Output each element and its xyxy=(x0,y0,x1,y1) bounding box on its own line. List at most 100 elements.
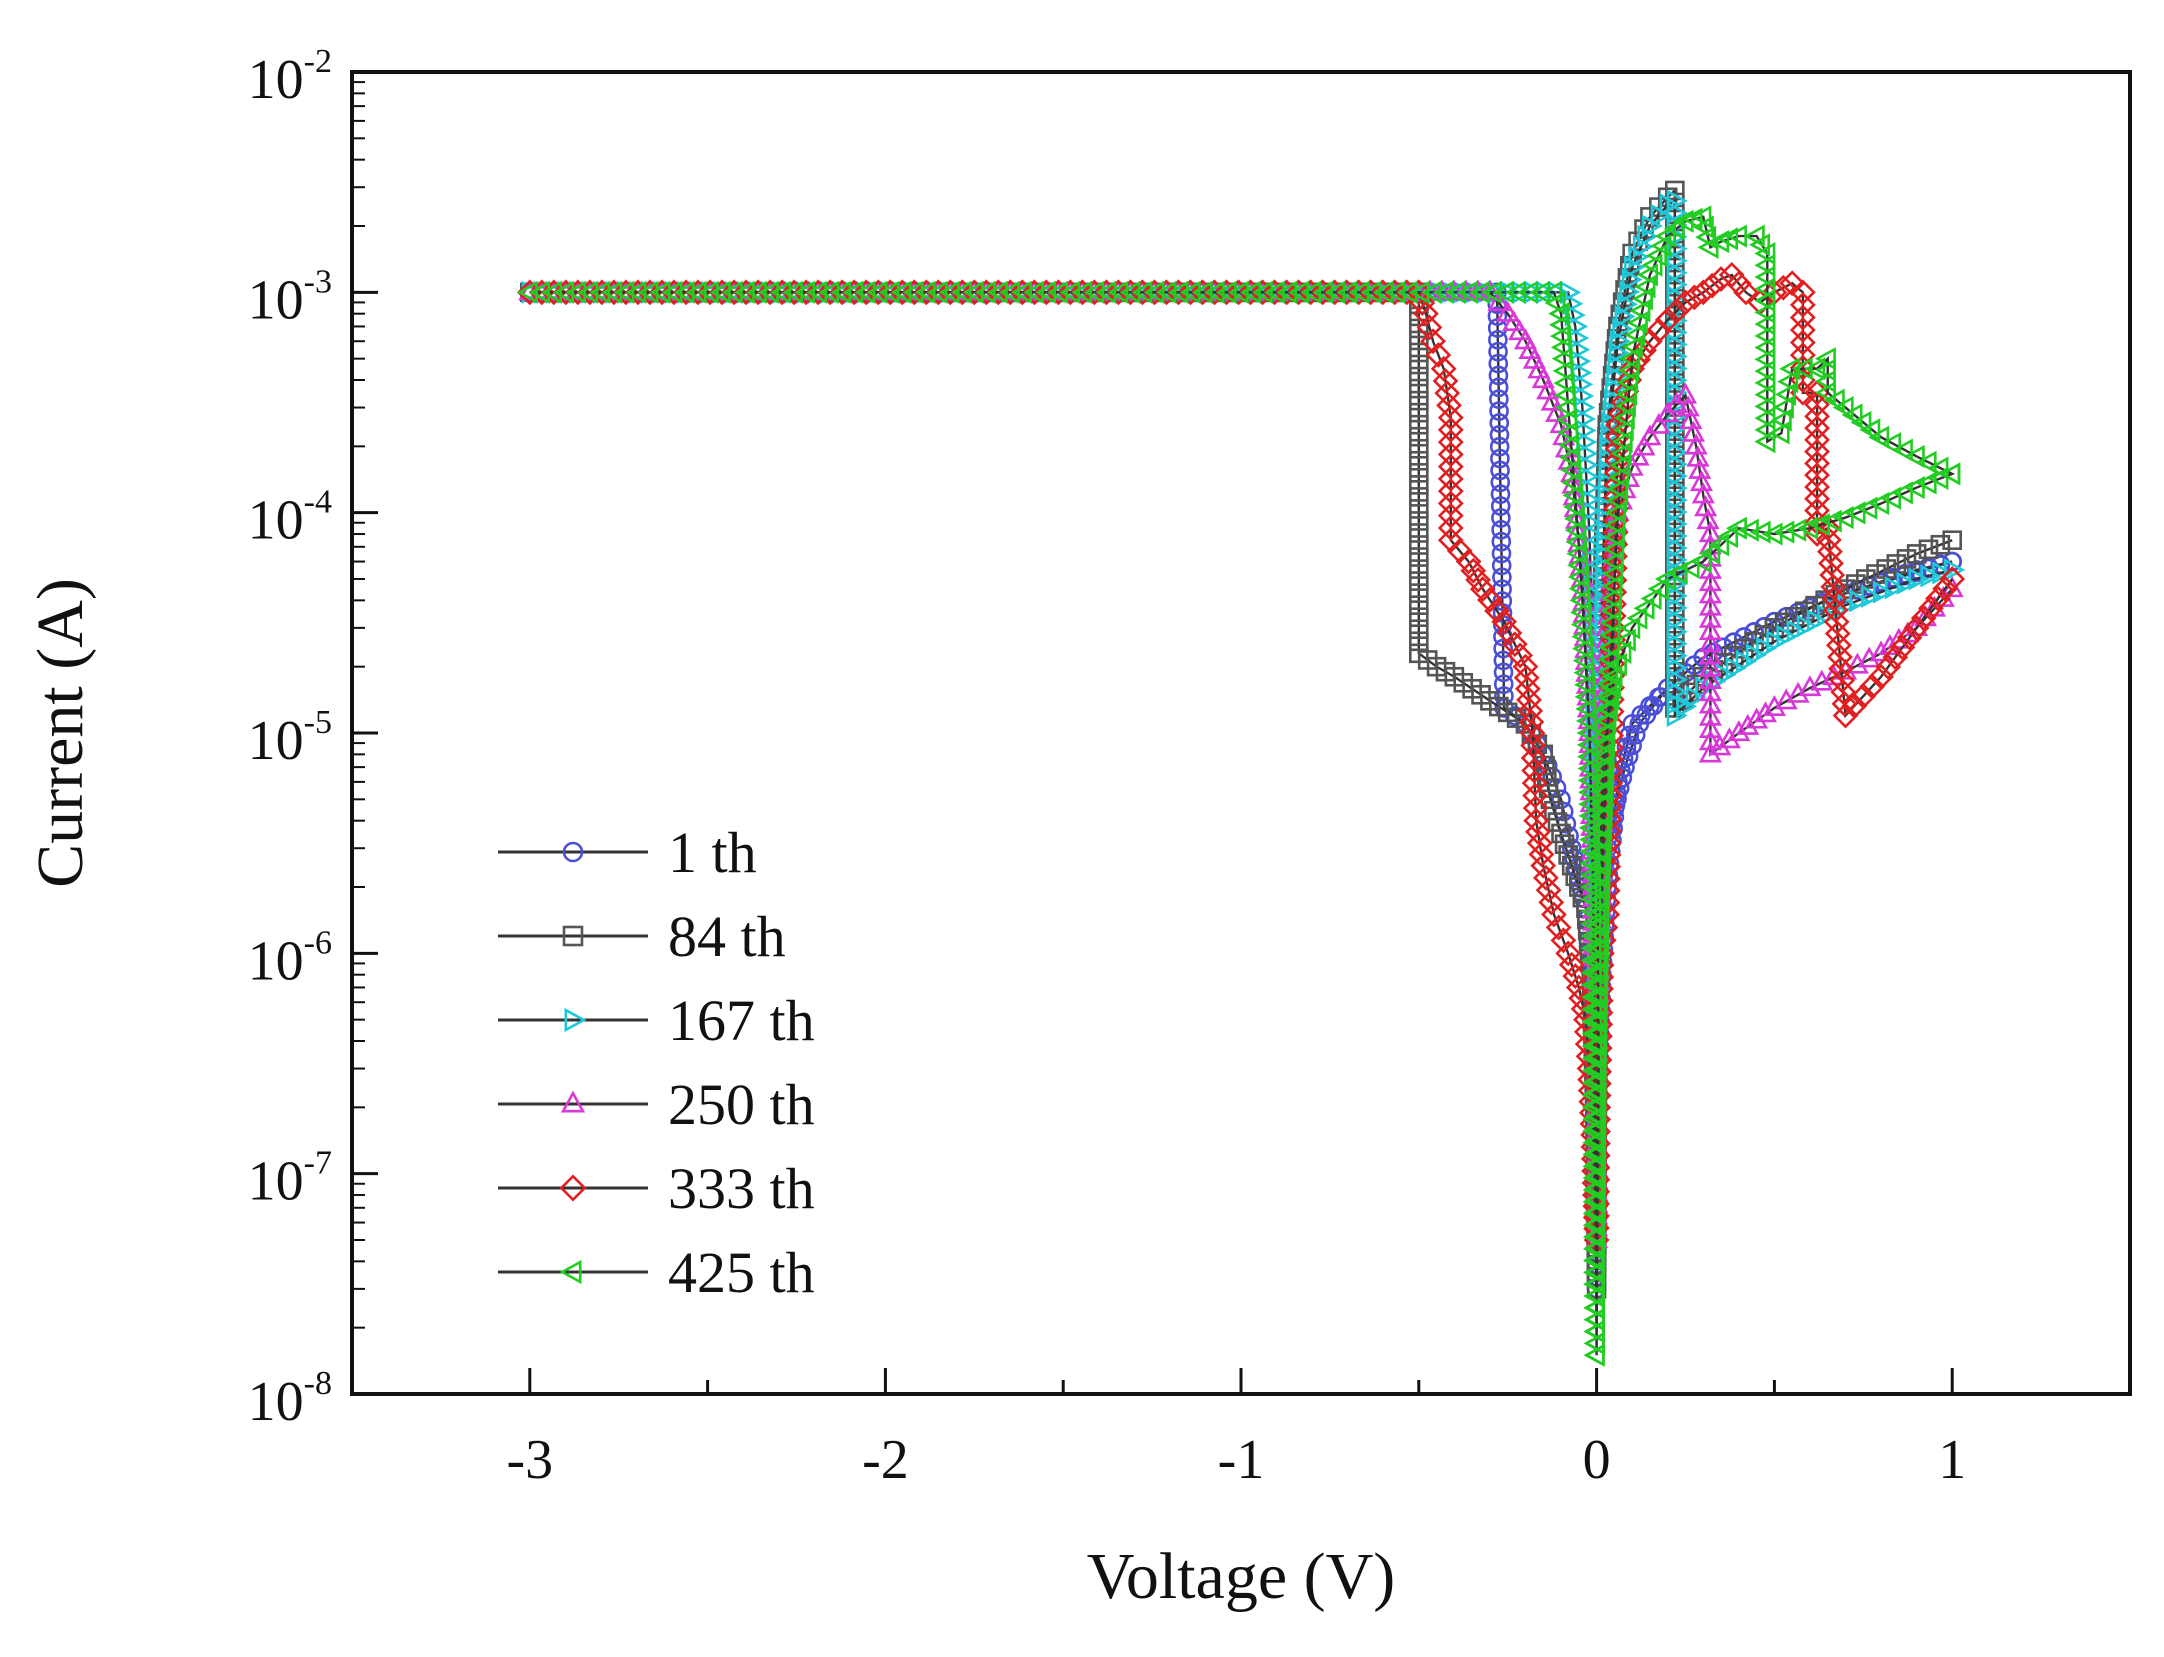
data-point xyxy=(1559,446,1581,470)
data-point xyxy=(1859,418,1881,442)
data-point xyxy=(1754,406,1776,430)
series-1-th xyxy=(519,282,1962,1299)
data-point xyxy=(938,280,960,304)
data-point xyxy=(1845,574,1866,594)
data-point xyxy=(1666,273,1688,297)
data-point xyxy=(1777,370,1799,394)
data-point xyxy=(1409,547,1429,567)
data-point xyxy=(1469,576,1496,602)
data-point xyxy=(1583,1343,1605,1367)
data-point xyxy=(866,280,888,304)
data-point xyxy=(1915,471,1937,495)
data-point xyxy=(1047,280,1069,304)
data-point xyxy=(1416,314,1443,341)
data-point xyxy=(685,280,707,304)
data-point xyxy=(1608,465,1630,489)
data-point xyxy=(1533,864,1559,891)
data-point xyxy=(1530,852,1557,879)
data-point xyxy=(1615,382,1637,406)
data-point xyxy=(1584,1141,1606,1165)
data-point xyxy=(1666,548,1688,572)
data-point xyxy=(1487,290,1511,312)
data-point xyxy=(1522,795,1549,822)
data-point xyxy=(1584,1033,1606,1058)
data-point xyxy=(1493,674,1514,694)
data-point xyxy=(673,280,695,304)
data-point xyxy=(1491,519,1511,540)
data-point xyxy=(1409,318,1429,339)
data-point xyxy=(1575,697,1597,721)
data-point xyxy=(1605,376,1627,400)
data-point xyxy=(1567,553,1589,577)
data-point xyxy=(1572,649,1594,673)
data-point xyxy=(1868,425,1890,449)
data-point xyxy=(1896,624,1923,651)
data-point xyxy=(1631,337,1657,364)
data-point xyxy=(1460,557,1487,584)
data-point xyxy=(697,280,719,304)
data-point xyxy=(1692,215,1714,239)
data-point xyxy=(1612,418,1634,442)
data-point xyxy=(1666,476,1688,500)
data-point xyxy=(1814,369,1836,393)
data-point xyxy=(1409,499,1429,519)
data-point xyxy=(1665,180,1685,201)
data-point xyxy=(1535,877,1562,903)
data-point xyxy=(1645,243,1667,268)
data-point xyxy=(1698,631,1722,653)
data-point xyxy=(1493,638,1513,659)
data-point xyxy=(1666,237,1688,261)
data-point xyxy=(1071,280,1093,304)
data-point xyxy=(1561,471,1583,495)
data-point xyxy=(1521,770,1548,796)
legend-label: 250 th xyxy=(668,1072,815,1137)
data-point xyxy=(1409,607,1429,628)
data-point xyxy=(1275,280,1297,304)
data-point xyxy=(1562,483,1584,507)
data-point xyxy=(1584,1069,1606,1093)
data-point xyxy=(1584,1236,1606,1260)
data-point xyxy=(1584,1153,1606,1177)
data-point xyxy=(1584,1093,1606,1117)
data-point xyxy=(1492,567,1512,588)
data-point xyxy=(1770,274,1797,301)
data-point xyxy=(1490,460,1510,481)
data-point xyxy=(1572,637,1594,661)
data-point xyxy=(1585,974,1607,998)
data-point xyxy=(1579,839,1601,864)
data-point xyxy=(998,280,1020,304)
data-point xyxy=(1557,421,1579,445)
data-point xyxy=(890,280,912,304)
data-point xyxy=(1605,501,1627,525)
data-point xyxy=(1456,280,1478,304)
data-point xyxy=(1544,291,1566,315)
data-point xyxy=(1437,502,1464,529)
data-point xyxy=(577,280,599,304)
data-point xyxy=(1496,620,1523,646)
data-point xyxy=(1815,527,1842,553)
data-point xyxy=(1766,630,1788,654)
data-point xyxy=(613,280,635,304)
data-point xyxy=(1637,263,1659,287)
data-point xyxy=(1708,230,1730,254)
data-point xyxy=(1381,279,1408,306)
data-point xyxy=(1850,410,1872,434)
data-point xyxy=(1586,878,1608,902)
data-point xyxy=(1745,707,1769,729)
data-point xyxy=(1249,279,1276,306)
data-point xyxy=(1666,368,1688,392)
data-point xyxy=(1884,576,1906,600)
data-point xyxy=(1614,394,1636,418)
data-point xyxy=(1489,425,1510,445)
y-tick-label: 10-2 xyxy=(248,43,332,111)
data-point xyxy=(1225,279,1252,306)
data-point xyxy=(1588,816,1610,840)
data-point xyxy=(1409,571,1429,591)
data-point xyxy=(1584,1022,1606,1046)
data-point xyxy=(1869,640,1893,662)
data-point xyxy=(1191,280,1213,304)
data-point xyxy=(1584,1165,1606,1189)
data-point xyxy=(1733,279,1759,306)
data-point xyxy=(1480,280,1502,304)
data-point xyxy=(1889,634,1916,661)
